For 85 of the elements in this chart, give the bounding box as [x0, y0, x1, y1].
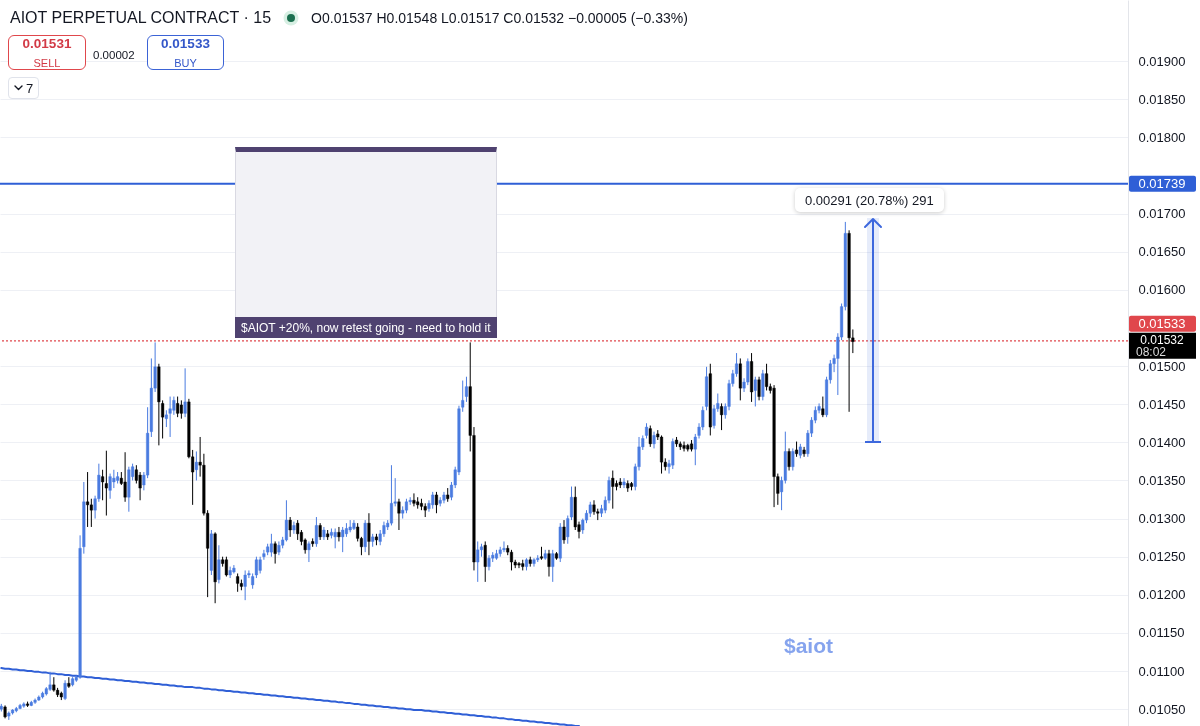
candlestick — [104, 450, 108, 517]
annotation: 7 — [25, 80, 34, 96]
candlestick — [367, 512, 371, 556]
candlestick — [292, 521, 296, 535]
candlestick — [307, 540, 311, 563]
candlestick — [273, 540, 277, 565]
ref-line-label: 0.01739 — [1138, 175, 1186, 191]
y-tick-label: 0.01100 — [1138, 663, 1185, 679]
annotation: 0.00002 — [93, 49, 135, 61]
annotation: 0.01533 — [161, 36, 210, 52]
candlestick — [821, 396, 825, 418]
candlestick — [183, 367, 187, 418]
annotation: BUY — [174, 56, 197, 69]
caption-banner: $AIOT +20%, now retest going - need to hold it — [235, 317, 497, 338]
candlestick — [168, 396, 172, 438]
candlestick — [787, 447, 791, 472]
candlestick — [765, 363, 769, 391]
y-tick-label: 0.01700 — [1138, 206, 1186, 222]
y-tick-label: 0.01300 — [1138, 511, 1186, 527]
candlestick — [217, 544, 221, 584]
candlestick — [333, 527, 337, 549]
candlestick — [108, 473, 112, 500]
line-series — [0, 667, 581, 726]
candlestick — [337, 526, 341, 542]
y-tick-label: 0.01050 — [1138, 701, 1186, 717]
text: O0.01537 H0.01548 L0.01517 C0.01532 −0.00005 (−0.33%) — [311, 10, 688, 26]
text: 0.01532 — [1140, 333, 1185, 348]
y-tick-label: 0.01800 — [1138, 129, 1186, 145]
candlestick — [341, 526, 345, 553]
candlestick — [296, 519, 300, 541]
y-tick-label: 0.01850 — [1138, 91, 1186, 107]
annotation: SELL — [33, 56, 61, 69]
candlestick — [363, 519, 367, 553]
text: AIOT PERPETUAL CONTRACT · 15 — [10, 9, 272, 27]
y-tick-label: 0.01600 — [1138, 282, 1186, 298]
candlestick — [682, 441, 686, 452]
annotation: 0.01531 — [22, 36, 72, 52]
candlestick — [502, 540, 506, 553]
y-tick-label: 0.01250 — [1138, 549, 1186, 565]
y-tick-label: 0.01350 — [1138, 472, 1186, 488]
candlestick — [753, 376, 757, 407]
y-tick-label: 0.01200 — [1138, 587, 1186, 603]
candlestick — [86, 471, 90, 528]
sell-button: 0.01531 SELL — [8, 35, 86, 70]
candlestick — [48, 671, 52, 692]
candlestick — [63, 679, 67, 701]
candlestick — [483, 540, 487, 583]
candlestick — [622, 477, 626, 489]
y-tick-label: 0.01150 — [1138, 625, 1185, 641]
candlestick — [757, 376, 761, 401]
candlestick — [179, 399, 183, 420]
candlestick — [176, 396, 180, 418]
candlestick — [562, 519, 566, 545]
y-tick-label: 0.01650 — [1138, 244, 1186, 260]
candlestick — [509, 549, 513, 571]
y-tick-label: 0.01500 — [1138, 358, 1186, 374]
candlestick — [547, 549, 551, 578]
y-tick-label: 0.01900 — [1138, 53, 1186, 69]
candlestick — [532, 557, 536, 568]
candlestick — [791, 447, 795, 472]
candlestick — [802, 446, 806, 458]
y-tick-label: 0.01450 — [1138, 396, 1186, 412]
candlestick — [288, 516, 292, 538]
candlestick — [397, 498, 401, 531]
candlestick — [389, 464, 393, 526]
ref-line-label: 0.01533 — [1138, 315, 1186, 331]
candlestick — [194, 450, 198, 481]
candlestick — [592, 499, 596, 516]
annotation: $AIOT +20%, now retest going - need to hold it — [241, 320, 491, 335]
candlestick — [112, 469, 116, 489]
annotation: 0.00291 (20.78%) 291 — [805, 192, 934, 208]
y-tick-label: 0.01400 — [1138, 434, 1186, 450]
interval-dropdown: 7 — [8, 77, 39, 99]
candlestick — [243, 569, 247, 601]
candlestick — [517, 561, 521, 569]
candlestick — [761, 369, 765, 401]
label-box: 0.00291 (20.78%) 291 — [795, 188, 944, 212]
annotation: $aiot — [784, 634, 834, 657]
text: 08:02 — [1136, 345, 1167, 360]
candlestick — [123, 451, 127, 503]
buy-button: 0.01533 BUY — [147, 35, 224, 70]
candlestick — [671, 438, 675, 470]
candlestick — [412, 492, 416, 507]
candlestick — [228, 566, 232, 579]
candlestick — [648, 425, 652, 448]
